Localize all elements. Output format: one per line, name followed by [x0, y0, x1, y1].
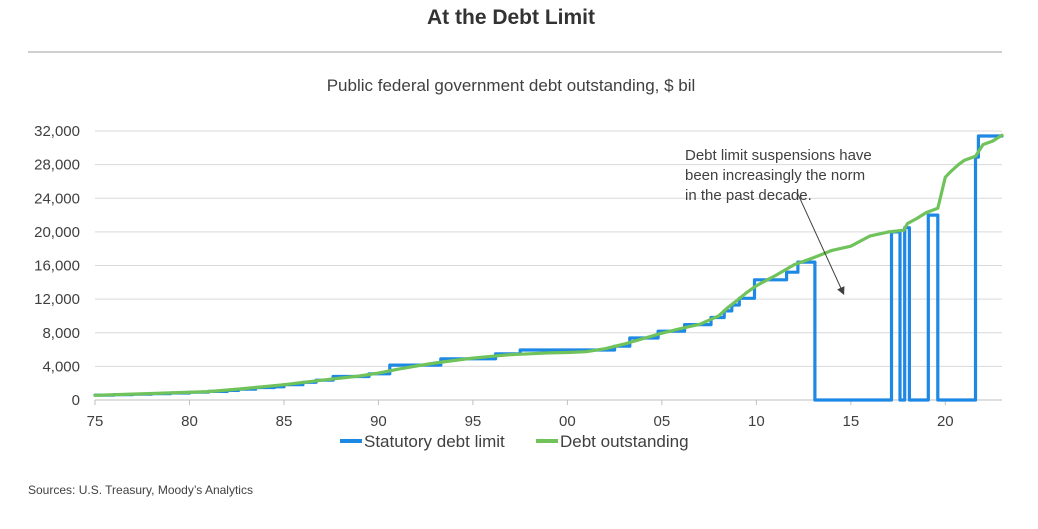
x-tick-label: 95 — [465, 413, 482, 430]
series-lines — [93, 133, 1004, 402]
x-axis-ticks: 75 80 85 90 95 00 05 10 15 20 — [87, 400, 954, 430]
x-tick-label: 85 — [276, 413, 293, 430]
x-tick-label: 05 — [654, 413, 671, 430]
title-divider — [28, 51, 1002, 53]
gridlines — [95, 130, 1002, 401]
y-tick-label: 0 — [72, 392, 80, 409]
x-tick-label: 20 — [937, 413, 954, 430]
y-tick-label: 32,000 — [34, 123, 80, 140]
y-tick-label: 16,000 — [34, 258, 80, 275]
annotation: Debt limit suspensions have been increasi… — [685, 147, 872, 296]
chart-subtitle: Public federal government debt outstandi… — [326, 76, 696, 95]
y-tick-label: 12,000 — [34, 291, 80, 308]
y-tick-label: 28,000 — [34, 157, 80, 174]
debt-outstanding-line — [93, 133, 1004, 397]
x-tick-label: 75 — [87, 413, 104, 430]
y-tick-label: 4,000 — [42, 358, 80, 375]
legend: Statutory debt limit Debt outstanding — [340, 432, 689, 451]
x-tick-label: 10 — [748, 413, 765, 430]
legend-label: Debt outstanding — [560, 432, 689, 451]
chart-title: At the Debt Limit — [427, 6, 595, 29]
annotation-text-line: been increasingly the norm — [685, 167, 865, 184]
y-tick-label: 8,000 — [42, 325, 80, 342]
annotation-arrow — [797, 193, 845, 296]
legend-label: Statutory debt limit — [364, 432, 505, 451]
legend-item-debt-outstanding: Debt outstanding — [536, 432, 689, 451]
y-tick-label: 24,000 — [34, 190, 80, 207]
annotation-text-line: Debt limit suspensions have — [685, 147, 872, 164]
annotation-text-line: in the past decade. — [685, 187, 812, 204]
y-axis-ticks: 0 4,000 8,000 12,000 16,000 20,000 24,000 28,00… — [34, 123, 80, 409]
legend-item-statutory-debt-limit: Statutory debt limit — [340, 432, 505, 451]
statutory-debt-limit-line — [93, 134, 1004, 402]
x-tick-label: 15 — [842, 413, 859, 430]
y-tick-label: 20,000 — [34, 224, 80, 241]
source-note: Sources: U.S. Treasury, Moody’s Analytic… — [28, 483, 253, 497]
x-tick-label: 00 — [559, 413, 576, 430]
x-tick-label: 90 — [370, 413, 387, 430]
x-tick-label: 80 — [181, 413, 198, 430]
